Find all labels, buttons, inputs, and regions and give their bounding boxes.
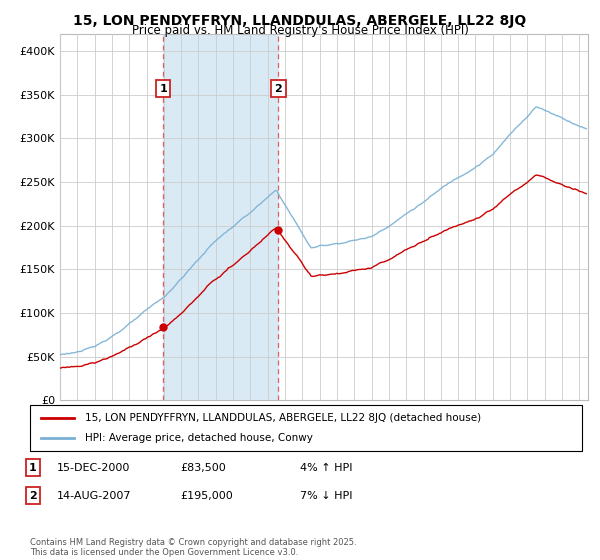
- Text: 15, LON PENDYFFRYN, LLANDDULAS, ABERGELE, LL22 8JQ: 15, LON PENDYFFRYN, LLANDDULAS, ABERGELE…: [73, 14, 527, 28]
- Text: £83,500: £83,500: [180, 463, 226, 473]
- Text: 7% ↓ HPI: 7% ↓ HPI: [300, 491, 353, 501]
- Text: Price paid vs. HM Land Registry's House Price Index (HPI): Price paid vs. HM Land Registry's House …: [131, 24, 469, 36]
- Text: 2: 2: [275, 83, 283, 94]
- FancyBboxPatch shape: [30, 405, 582, 451]
- Text: 15, LON PENDYFFRYN, LLANDDULAS, ABERGELE, LL22 8JQ (detached house): 15, LON PENDYFFRYN, LLANDDULAS, ABERGELE…: [85, 413, 481, 423]
- Bar: [163, 34, 278, 400]
- Text: 1: 1: [160, 83, 167, 94]
- Text: 1: 1: [29, 463, 37, 473]
- Text: 4% ↑ HPI: 4% ↑ HPI: [300, 463, 353, 473]
- Text: 14-AUG-2007: 14-AUG-2007: [57, 491, 131, 501]
- Text: 15-DEC-2000: 15-DEC-2000: [57, 463, 130, 473]
- Text: Contains HM Land Registry data © Crown copyright and database right 2025.
This d: Contains HM Land Registry data © Crown c…: [30, 538, 356, 557]
- Text: HPI: Average price, detached house, Conwy: HPI: Average price, detached house, Conw…: [85, 433, 313, 443]
- Text: £195,000: £195,000: [180, 491, 233, 501]
- Text: 2: 2: [29, 491, 37, 501]
